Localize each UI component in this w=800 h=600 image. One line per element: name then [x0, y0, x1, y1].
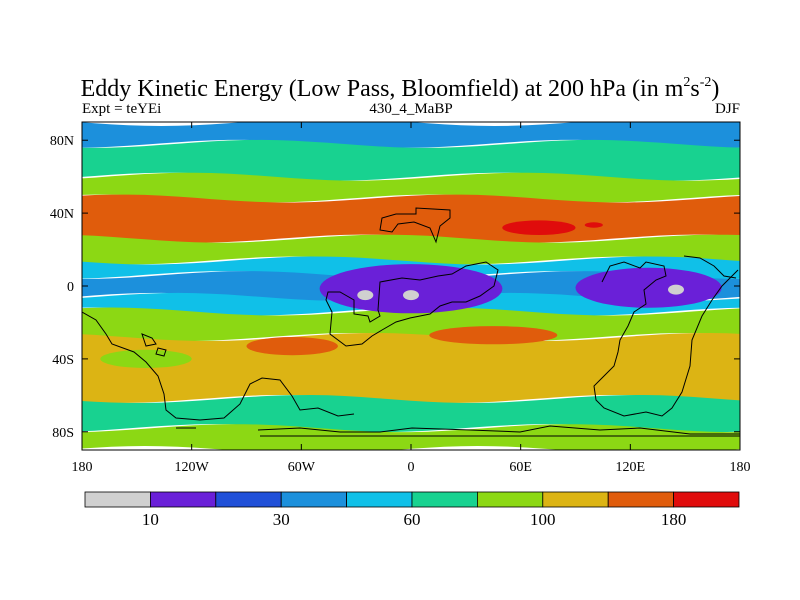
colorbar-label: 10 — [142, 510, 159, 529]
y-tick-label: 40N — [50, 207, 74, 222]
center-subtitle: 430_4_MaBP — [369, 101, 453, 117]
field-band — [82, 395, 740, 433]
x-tick-label: 120E — [616, 460, 646, 475]
colorbar-swatch — [149, 491, 217, 508]
x-tick-label: 60W — [288, 460, 316, 475]
y-tick-label: 80S — [52, 426, 74, 441]
field-band — [82, 424, 740, 450]
field-band — [82, 234, 740, 265]
field-band — [82, 122, 740, 148]
colorbar-swatch — [673, 491, 740, 508]
y-axis: 80N 40N 0 40S 80S — [50, 134, 740, 441]
left-subtitle: Expt = teYEi — [82, 101, 162, 117]
colorbar-swatch — [542, 491, 609, 508]
field-band — [82, 307, 740, 341]
colorbar-swatch — [476, 491, 544, 508]
southern-ocean-band-1 — [246, 337, 338, 356]
colorbar-swatch — [411, 491, 478, 508]
southern-ocean-band-2 — [429, 326, 558, 345]
x-tick-label: 0 — [408, 460, 415, 475]
x-tick-label: 120W — [175, 460, 210, 475]
y-tick-label: 40S — [52, 353, 74, 368]
colorbar-swatch — [215, 491, 282, 508]
colorbar-swatch — [280, 491, 348, 508]
colorbar-label: 30 — [273, 510, 290, 529]
field-band — [82, 139, 740, 181]
x-tick-label: 180 — [730, 460, 751, 475]
storm-track-maximum-asia — [502, 220, 576, 235]
x-tick-label: 60E — [509, 460, 532, 475]
core-min-2 — [403, 290, 419, 301]
storm-track-maximum-small — [584, 222, 603, 228]
colorbar-swatch — [84, 491, 151, 508]
contour-field — [82, 122, 740, 450]
equatorial-minimum-west-pacific — [575, 267, 722, 308]
colorbar: 10 30 60 100 180 — [84, 491, 740, 529]
chart-title: Eddy Kinetic Energy (Low Pass, Bloomfiel… — [80, 75, 720, 102]
field-band — [82, 172, 740, 203]
field-band — [82, 194, 740, 243]
colorbar-label: 100 — [530, 510, 556, 529]
field-band — [82, 333, 740, 403]
core-min-3 — [668, 284, 684, 295]
equatorial-minimum-atlantic-africa — [319, 264, 503, 314]
coastlines — [82, 207, 740, 437]
x-tick-label: 180 — [72, 460, 93, 475]
y-tick-label: 80N — [50, 134, 74, 149]
colorbar-label: 180 — [661, 510, 687, 529]
y-tick-label: 0 — [67, 280, 74, 295]
southern-ocean-band-3 — [100, 349, 192, 368]
x-axis: 180 120W 60W 0 60E 120E 180 — [72, 122, 751, 475]
colorbar-swatch — [346, 491, 413, 508]
core-min-1 — [357, 290, 374, 301]
colorbar-swatch — [607, 491, 675, 508]
right-subtitle: DJF — [714, 101, 740, 117]
colorbar-label: 60 — [404, 510, 421, 529]
